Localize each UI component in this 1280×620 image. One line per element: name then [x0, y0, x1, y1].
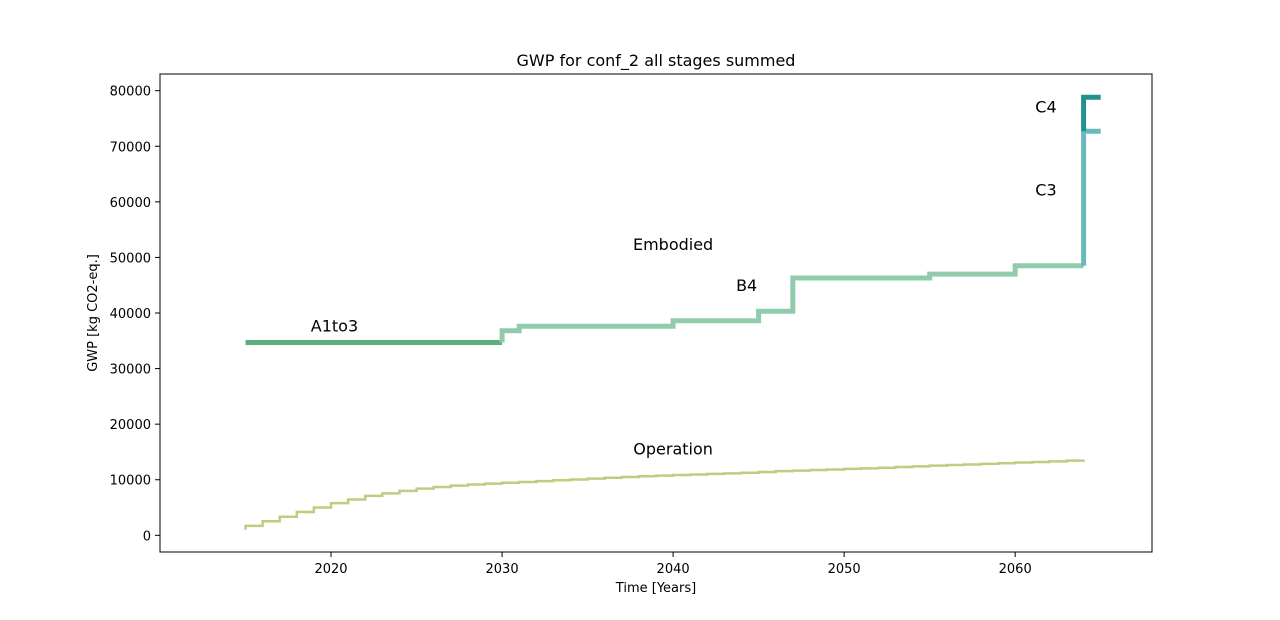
plot-area-frame — [159, 73, 1153, 553]
x-tick-label: 2040 — [657, 562, 690, 577]
y-tick-label: 70000 — [110, 140, 151, 155]
series-line-2 — [1081, 128, 1101, 266]
annotation-c4: C4 — [1035, 97, 1056, 116]
annotation-operation: Operation — [633, 440, 713, 459]
annotation-embodied: Embodied — [633, 235, 713, 254]
y-tick-label: 30000 — [110, 363, 151, 378]
series-line-4 — [244, 459, 1085, 530]
y-axis-label: GWP [kg CO2-eq.] — [86, 254, 101, 372]
y-tick-label: 60000 — [110, 196, 151, 211]
y-tick-label: 10000 — [110, 474, 151, 489]
x-tick-label: 2060 — [999, 562, 1032, 577]
x-tick-label: 2030 — [486, 562, 519, 577]
x-tick-label: 2020 — [314, 562, 347, 577]
y-tick-label: 80000 — [110, 85, 151, 100]
y-tick-label: 20000 — [110, 418, 151, 433]
chart-title: GWP for conf_2 all stages summed — [517, 51, 796, 71]
y-axis: 0 10000 20000 30000 40000 50000 60000 70000 8000… — [110, 85, 160, 544]
x-axis-label: Time [Years] — [615, 581, 696, 596]
y-tick-label: 0 — [143, 529, 151, 544]
annotation-a1to3: A1to3 — [311, 316, 358, 335]
x-axis: 2020 2030 2040 2050 2060 — [314, 552, 1032, 577]
annotation-b4: B4 — [736, 276, 757, 295]
y-tick-label: 40000 — [110, 307, 151, 322]
annotation-layer: A1to3 Embodied B4 C3 C4 Operation — [311, 97, 1057, 458]
y-tick-label: 50000 — [110, 251, 151, 266]
series-layer — [244, 94, 1101, 530]
annotation-c3: C3 — [1035, 181, 1056, 200]
series-line-3 — [1081, 94, 1101, 132]
series-line-1 — [499, 263, 1084, 343]
x-tick-label: 2050 — [828, 562, 861, 577]
